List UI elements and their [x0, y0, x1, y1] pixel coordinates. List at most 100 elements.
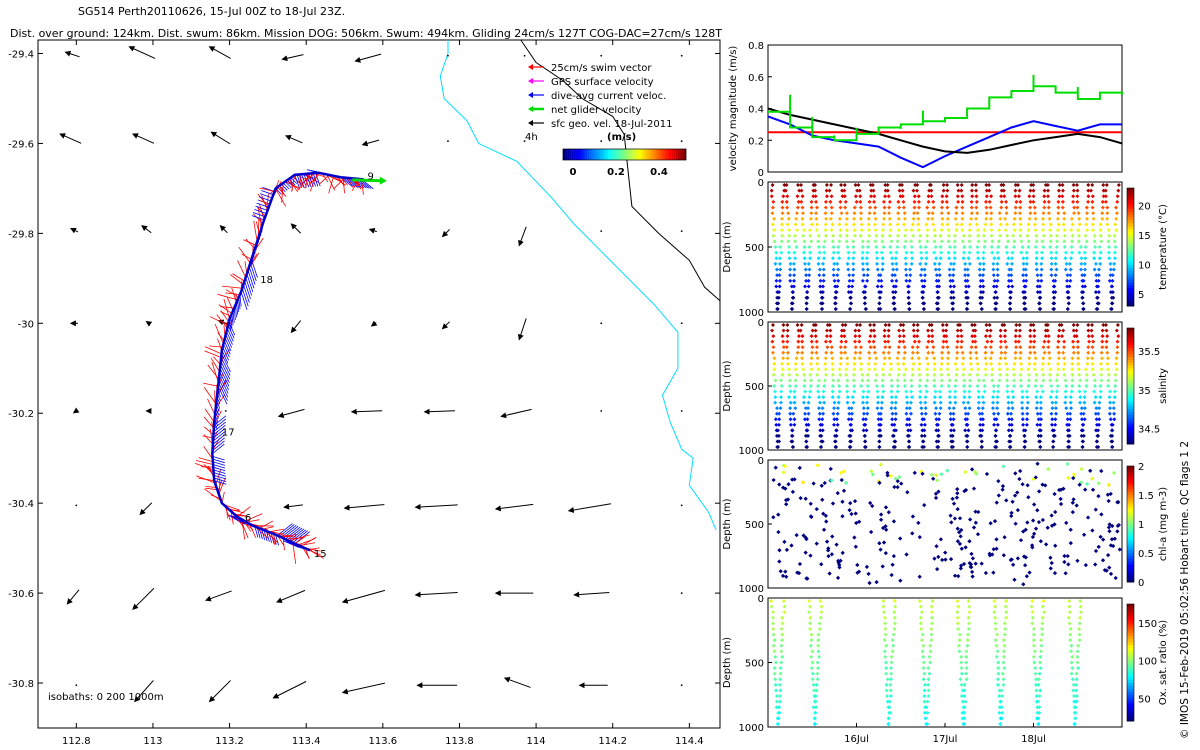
geo-velocity-arrow	[573, 591, 610, 598]
colorbar-cell	[1127, 694, 1134, 699]
velocity-y-tick-label: 0.2	[748, 136, 764, 147]
colorbar-cell	[573, 149, 576, 160]
colorbar-cell	[1127, 249, 1134, 254]
profile-dot	[930, 216, 935, 221]
colorbar-cell	[1127, 417, 1134, 422]
profile-dot	[809, 205, 814, 210]
colorbar-cell	[587, 149, 590, 160]
current-vector	[214, 480, 227, 485]
current-vector	[218, 382, 228, 401]
colorbar-title: (m/s)	[607, 132, 636, 143]
current-vector	[226, 328, 234, 342]
geo-velocity-arrow	[361, 139, 380, 147]
colorbar-cell	[1127, 685, 1134, 690]
profile-dot	[991, 284, 996, 289]
profile-dot	[823, 199, 828, 204]
geo-velocity-arrow	[567, 503, 612, 513]
colorbar-cell	[1127, 357, 1134, 361]
swim-vector	[292, 175, 306, 189]
profile-dot	[1026, 245, 1031, 249]
profile-dot	[774, 284, 779, 289]
velocity-series-line	[767, 107, 1123, 154]
profile-dot	[875, 284, 880, 289]
colorbar-cell	[1127, 656, 1134, 661]
map-legend: 25cm/s swim vector GPS surface velocity di…	[525, 63, 687, 178]
current-vector	[282, 182, 290, 190]
profile-colorbar-tick-label: 2	[1138, 462, 1144, 473]
colorbar-cell	[1127, 627, 1134, 631]
profile-dot	[1002, 194, 1007, 199]
profile-dot	[780, 199, 785, 204]
profile-dot	[877, 301, 882, 306]
profile-dot	[982, 245, 987, 249]
profile-dot	[780, 222, 785, 227]
isobath-200m	[439, 40, 717, 531]
colorbar-tick-label: 0.4	[650, 167, 668, 178]
velocity-y-tick-label: 0.6	[748, 73, 764, 84]
geo-velocity-arrow	[423, 408, 456, 415]
swim-vector	[203, 382, 219, 387]
profile-dot	[816, 239, 821, 244]
geo-velocity-dot	[75, 504, 78, 507]
profile-dot	[800, 222, 805, 227]
colorbar-cell	[1127, 368, 1134, 372]
colorbar-cell	[655, 149, 658, 160]
map-x-tick-label: 113.6	[369, 736, 398, 747]
swim-vector	[288, 178, 299, 193]
profile-dot	[906, 284, 911, 289]
colorbar-cell	[1127, 255, 1134, 260]
swim-vector	[299, 542, 316, 547]
profile-dot	[1004, 245, 1009, 249]
current-vector	[292, 530, 309, 544]
geo-velocity-arrow	[272, 681, 307, 699]
geo-velocity-arrow	[134, 680, 154, 703]
current-vector	[255, 205, 268, 211]
colorbar-cell	[1127, 196, 1134, 201]
swim-vector	[360, 179, 364, 195]
colorbar-cell	[1127, 339, 1134, 343]
profile-dot	[802, 239, 807, 244]
colorbar-cell	[1127, 662, 1134, 666]
profile-dot	[830, 222, 835, 227]
geo-velocity-arrow	[210, 131, 231, 145]
profile-dot	[895, 239, 900, 244]
swim-vector	[232, 273, 245, 282]
map-x-tick-label: 113.2	[215, 736, 244, 747]
profile-dot	[987, 183, 992, 187]
colorbar-cell	[1127, 682, 1134, 687]
profile-dot	[1033, 216, 1038, 221]
colorbar-cell	[1127, 264, 1134, 269]
profile-dot	[1034, 233, 1039, 238]
profile-dot	[824, 216, 829, 221]
profile-dot	[1018, 205, 1023, 210]
profile-dot	[809, 199, 814, 204]
swim-vector	[210, 494, 221, 500]
profile-dot	[823, 205, 828, 210]
swim-vector	[217, 479, 223, 493]
legend-arrowhead	[528, 120, 533, 126]
current-vector	[284, 526, 301, 540]
map-x-tick-label: 113.8	[445, 736, 474, 747]
map-y-tick-label: -29.6	[8, 139, 34, 150]
profile-dot	[814, 216, 819, 221]
profile-dot	[785, 194, 790, 199]
profile-dot	[793, 239, 798, 244]
swim-vector	[204, 350, 222, 358]
profile-dot	[780, 205, 785, 210]
colorbar-cell	[1127, 383, 1134, 387]
profile-dot	[840, 194, 845, 199]
swim-vector	[285, 537, 304, 540]
swim-vector	[245, 238, 256, 249]
colorbar-cell	[628, 149, 631, 160]
geo-velocity-dot	[600, 322, 603, 325]
profile-dot	[993, 301, 998, 306]
profile-dot	[899, 183, 904, 187]
colorbar-cell	[575, 149, 578, 160]
map-y-tick-label: -30.6	[8, 589, 34, 600]
swim-vector	[218, 304, 233, 314]
swim-vector	[270, 532, 276, 546]
profile-dot	[939, 205, 944, 210]
profile-dot	[1041, 245, 1046, 249]
colorbar-cell	[1127, 480, 1134, 484]
current-vector	[212, 437, 225, 448]
